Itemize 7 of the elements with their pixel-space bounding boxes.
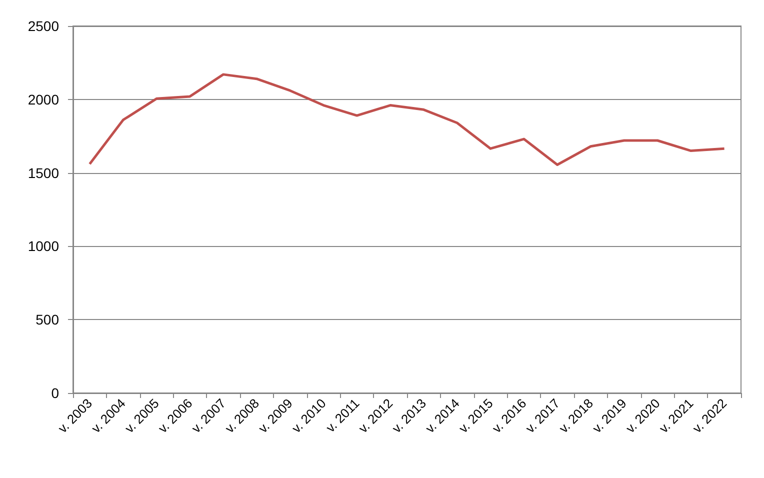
y-tick-label: 0 <box>51 385 60 401</box>
y-tick-label: 1500 <box>28 164 60 181</box>
y-tick-label: 500 <box>36 312 60 328</box>
y-tick-label: 2500 <box>28 18 60 34</box>
line-series <box>88 73 726 166</box>
y-tick-label: 2000 <box>28 91 60 108</box>
y-tick-label: 1000 <box>28 238 60 254</box>
